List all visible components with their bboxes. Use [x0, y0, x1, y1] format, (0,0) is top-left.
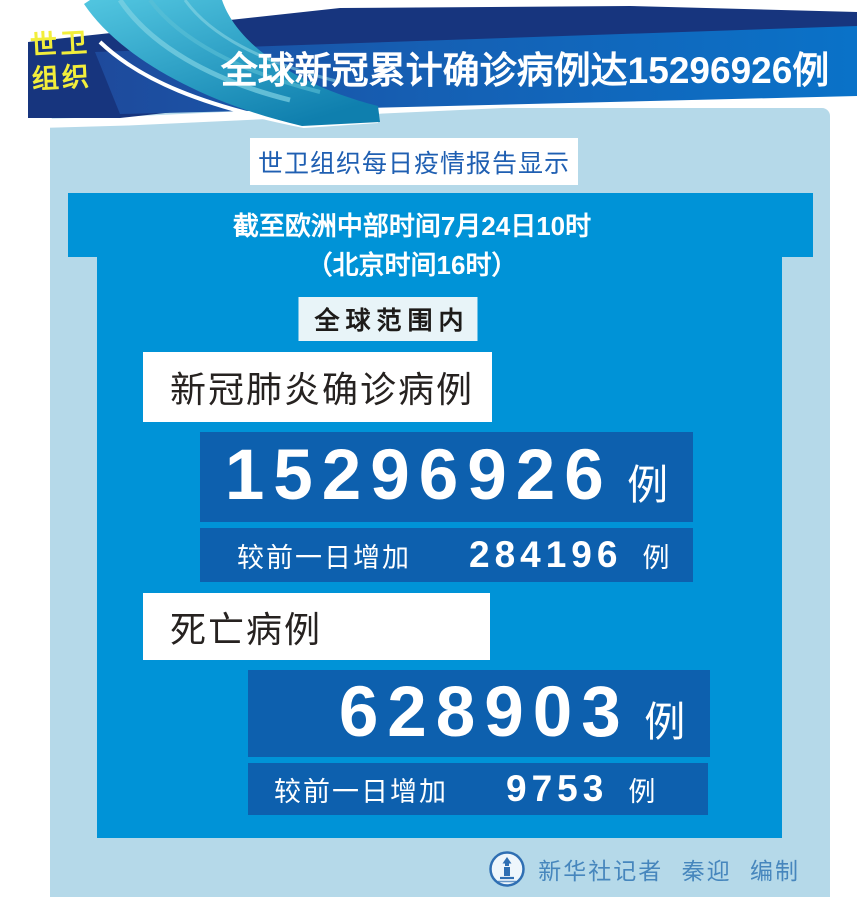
deaths-value: 628903	[338, 673, 630, 752]
deaths-unit: 例	[644, 699, 686, 745]
deaths-delta-value: 9753	[506, 768, 609, 809]
swoosh-streak	[148, 0, 321, 94]
credit-text: 新华社记者 秦迎 编制	[538, 857, 800, 884]
panel-top-band	[68, 193, 813, 257]
scope-badge: 全球范围内	[298, 297, 478, 341]
confirmed-label-box: 新冠肺炎确诊病例	[143, 352, 492, 422]
confirmed-number-box: 15296926 例	[200, 432, 693, 522]
swoosh-streak	[183, 0, 341, 84]
deaths-label-box: 死亡病例	[143, 593, 490, 660]
deaths-number-box: 628903 例	[248, 670, 710, 757]
report-note-box: 世卫组织每日疫情报告显示	[250, 138, 578, 185]
deaths-delta-box: 较前一日增加 9753 例	[248, 763, 708, 815]
swoosh-streak	[117, 0, 291, 103]
asof-line1: 截至欧洲中部时间7月24日10时	[232, 211, 592, 241]
confirmed-unit: 例	[627, 462, 669, 508]
who-badge: 世卫 组织	[29, 25, 92, 96]
confirmed-delta-value: 284196	[469, 534, 623, 575]
deaths-delta-unit: 例	[628, 776, 656, 807]
confirmed-delta-box: 较前一日增加 284196 例	[200, 528, 693, 582]
report-note-text: 世卫组织每日疫情报告显示	[257, 149, 570, 178]
header-ribbon	[21, 0, 857, 129]
swoosh-white-edge	[98, 40, 379, 129]
deaths-label: 死亡病例	[170, 608, 323, 650]
who-badge-line1: 世卫	[29, 27, 91, 61]
confirmed-delta-label: 较前一日增加	[237, 542, 411, 573]
asof-line2: （北京时间16时）	[306, 250, 518, 280]
who-badge-line2: 组织	[31, 61, 93, 95]
footer: 新华社记者 秦迎 编制	[50, 840, 830, 897]
confirmed-value: 15296926	[224, 436, 613, 515]
confirmed-delta-unit: 例	[642, 542, 670, 573]
asof-block: 截至欧洲中部时间7月24日10时 （北京时间16时）	[97, 207, 727, 285]
deaths-delta-label: 较前一日增加	[274, 776, 448, 807]
confirmed-label: 新冠肺炎确诊病例	[170, 369, 475, 410]
page-title: 全球新冠累计确诊病例达15296926例	[220, 50, 830, 91]
xinhua-emblem-icon	[489, 850, 525, 887]
